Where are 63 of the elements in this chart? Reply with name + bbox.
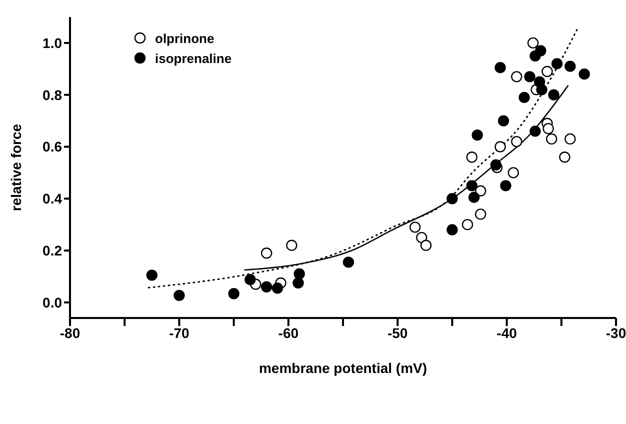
point	[260, 248, 272, 259]
point	[472, 129, 483, 141]
y-tick-label: 1.0	[42, 34, 62, 51]
point	[466, 152, 478, 163]
point	[564, 133, 576, 145]
y-axis-title: relative force	[8, 124, 24, 212]
line-series	[244, 85, 569, 271]
point	[146, 270, 158, 281]
point	[474, 208, 486, 220]
x-tick-label: -40	[496, 324, 518, 341]
point	[578, 68, 590, 80]
point	[559, 152, 570, 163]
point	[530, 50, 541, 62]
point	[446, 193, 458, 204]
x-tick-label: -60	[278, 324, 299, 341]
point	[260, 281, 272, 292]
point	[494, 62, 506, 74]
point	[446, 224, 458, 236]
x-axis-title: membrane potential (mV)	[258, 360, 428, 376]
point	[508, 167, 519, 178]
point	[292, 277, 304, 289]
point	[462, 218, 474, 230]
x-tick-label: -70	[169, 324, 190, 341]
y-tick-label: 0.2	[42, 242, 62, 259]
point	[530, 126, 541, 137]
y-tick-label: 0.6	[42, 138, 62, 155]
point	[518, 92, 530, 104]
point	[272, 282, 284, 294]
point	[342, 256, 354, 268]
point	[498, 115, 510, 126]
point	[174, 290, 185, 302]
y-tick-label: 0.4	[42, 190, 62, 207]
point	[490, 159, 502, 171]
point	[548, 89, 560, 100]
point	[416, 232, 428, 244]
x-tick-label: -50	[387, 324, 408, 341]
point	[244, 274, 256, 286]
point	[536, 84, 548, 96]
point	[542, 66, 553, 78]
point	[542, 122, 554, 134]
point	[466, 180, 478, 192]
point	[494, 141, 506, 152]
point	[524, 71, 536, 82]
point	[511, 71, 522, 82]
y-tick-label: 0.0	[42, 294, 62, 310]
point	[420, 240, 432, 251]
x-tick-label: -80	[60, 324, 80, 341]
y-tick-label: 0.8	[42, 86, 62, 103]
point	[286, 240, 298, 251]
point	[409, 222, 421, 233]
point	[527, 37, 539, 49]
point	[228, 288, 240, 300]
point	[546, 133, 558, 145]
point	[551, 58, 563, 70]
line-series	[148, 27, 579, 288]
point	[500, 180, 512, 192]
point	[294, 268, 305, 280]
legend-label: isoprenaline	[155, 50, 232, 66]
point	[468, 192, 480, 203]
point	[511, 136, 522, 148]
x-tick-label: -30	[606, 324, 626, 341]
legend-label: olprinone	[155, 30, 214, 46]
point	[564, 60, 576, 72]
